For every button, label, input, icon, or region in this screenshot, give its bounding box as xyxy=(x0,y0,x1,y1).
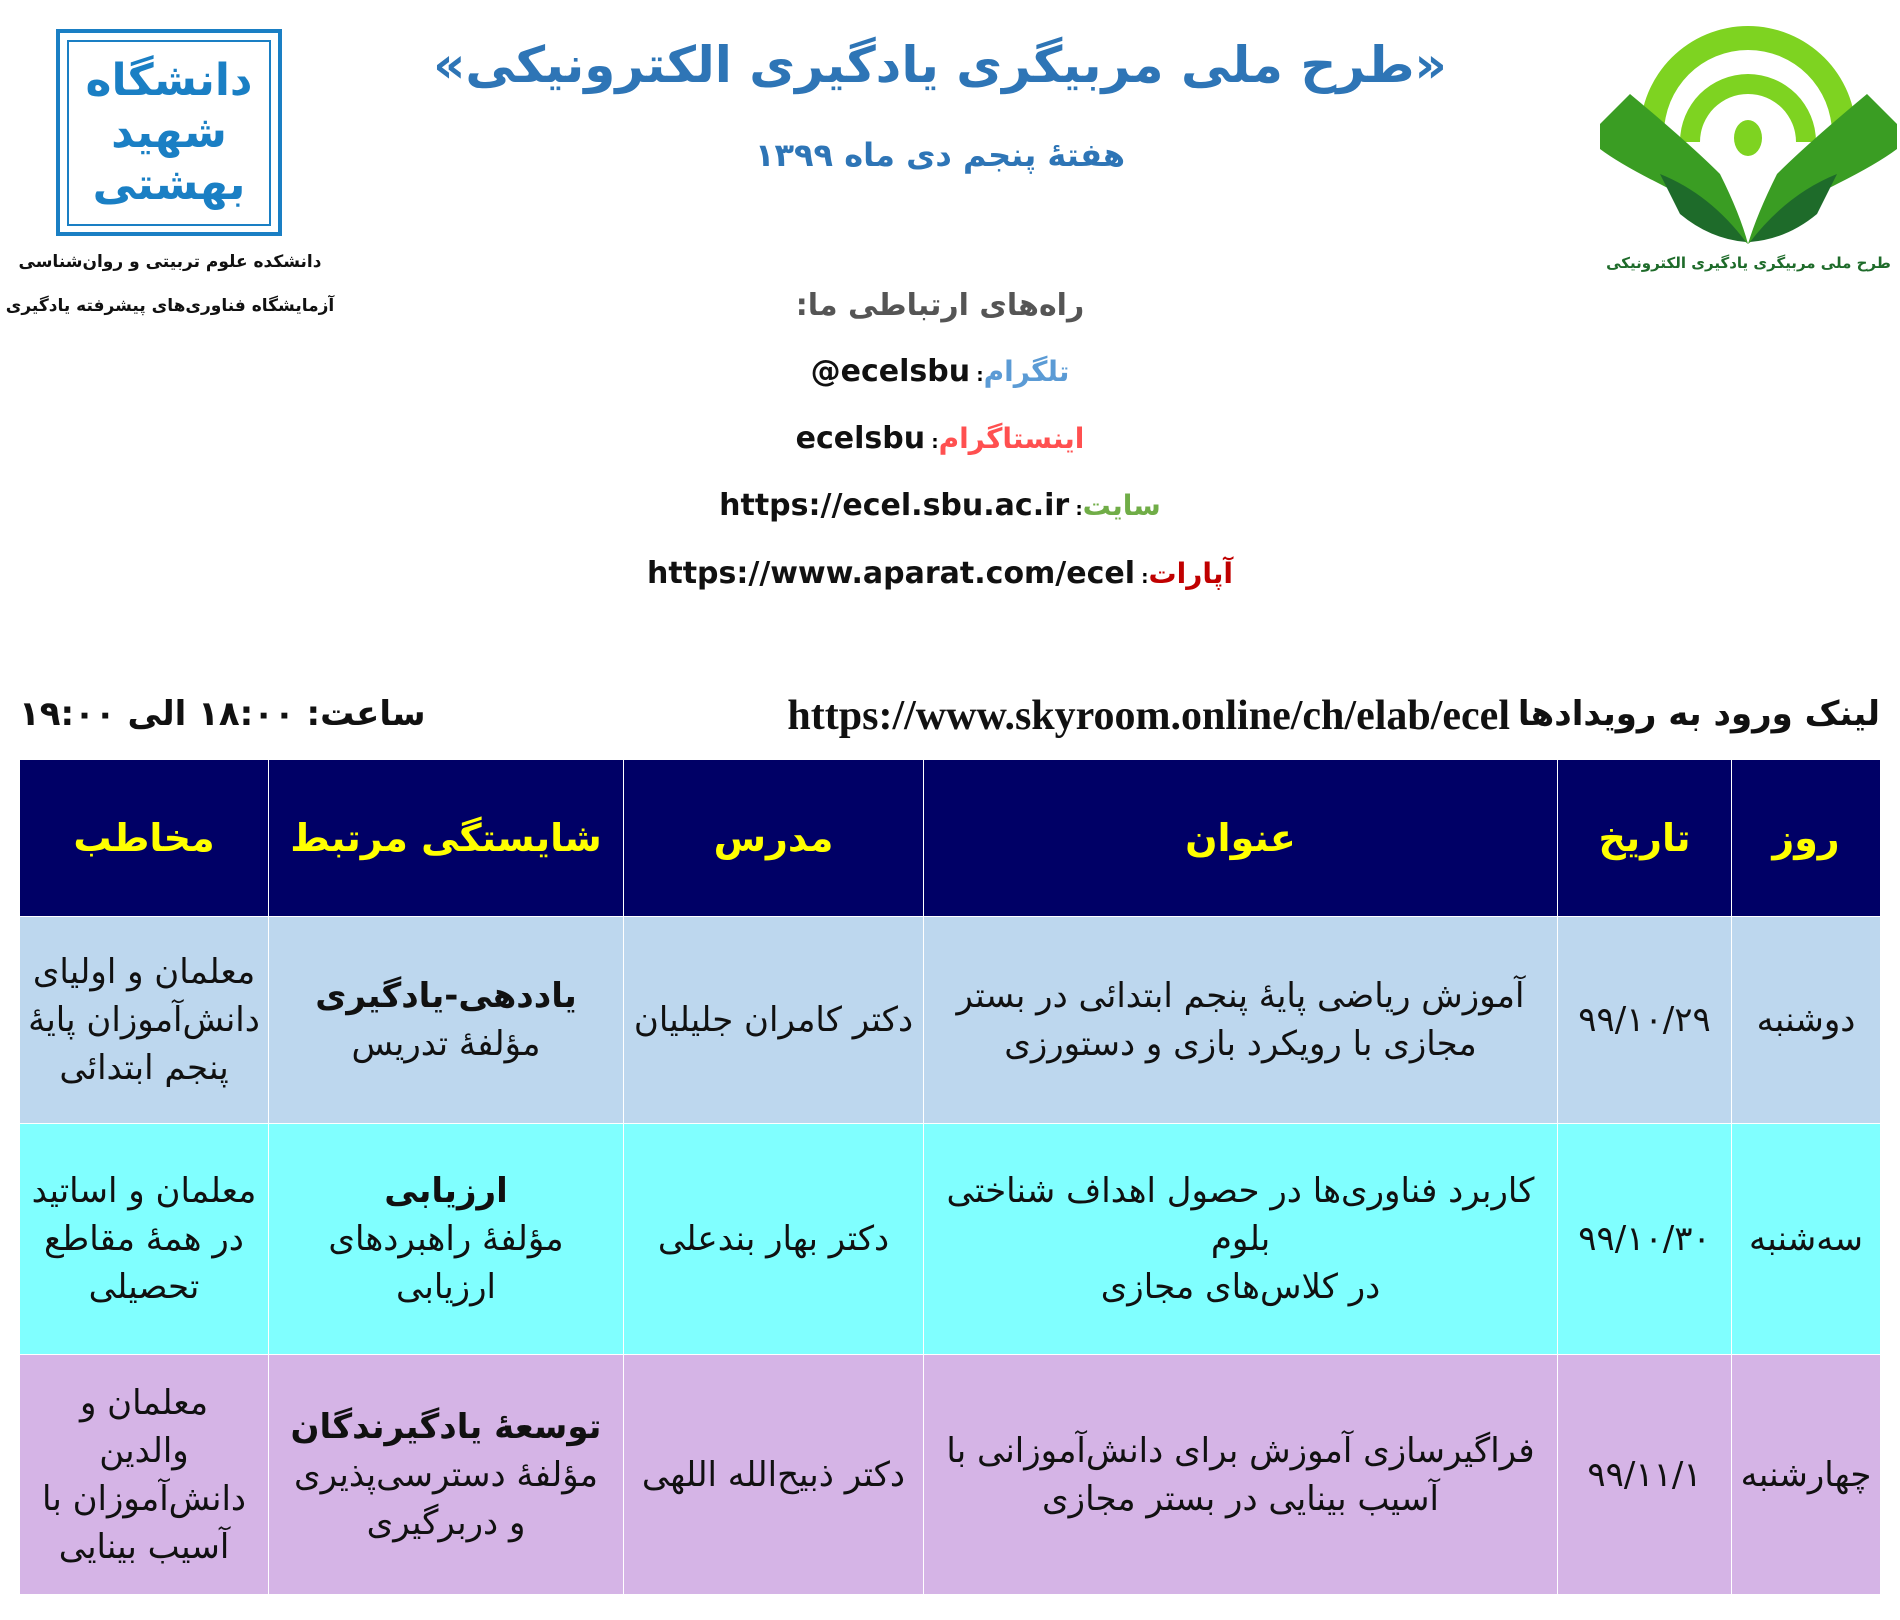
title-line: آموزش ریاضی پایهٔ پنجم ابتدائی در بستر xyxy=(956,976,1525,1016)
contacts-heading: راه‌های ارتباطی ما: xyxy=(795,288,1085,323)
telegram-value[interactable]: @ecelsbu xyxy=(810,354,971,389)
audience-line: آسیب بینایی xyxy=(58,1526,230,1567)
audience-line: دانش‌آموزان با xyxy=(41,1478,247,1519)
lab-caption: آزمایشگاه فناوری‌های پیشرفته یادگیری xyxy=(5,296,335,316)
component-line: مؤلفهٔ تدریس xyxy=(351,1024,541,1064)
audience-cell: معلمان و اساتید در همهٔ مقاطع تحصیلی xyxy=(19,1123,269,1355)
website-label: سایت xyxy=(1082,489,1161,522)
audience-line: معلمان و xyxy=(79,1382,209,1423)
event-link-label: لینک ورود به رویدادها xyxy=(1517,694,1880,734)
day-cell: سه‌شنبه xyxy=(1731,1123,1881,1355)
audience-cell: معلمان و والدین دانش‌آموزان با آسیب بینایی xyxy=(19,1354,269,1595)
competency-cell: یاددهی-یادگیری مؤلفهٔ تدریس xyxy=(268,916,624,1124)
aparat-label: آپارات xyxy=(1148,557,1233,590)
component-line: و دربرگیری xyxy=(366,1502,526,1543)
table-header-row: روز تاریخ عنوان مدرس شایستگی مرتبط مخاطب xyxy=(19,759,1881,917)
audience-line: والدین xyxy=(99,1430,189,1471)
header-date: تاریخ xyxy=(1557,759,1732,917)
date-cell: ۹۹/۱۰/۲۹ xyxy=(1557,916,1732,1124)
telegram-label: تلگرام xyxy=(983,355,1070,388)
aparat-value[interactable]: https://www.aparat.com/ecel xyxy=(647,556,1136,591)
audience-line: معلمان و اولیای xyxy=(32,952,256,992)
event-time: ساعت: ۱۸:۰۰ الی ۱۹:۰۰ xyxy=(19,694,426,734)
date-cell: ۹۹/۱۰/۳۰ xyxy=(1557,1123,1732,1355)
title-line: مجازی با رویکرد بازی و دستورزی xyxy=(1004,1024,1477,1064)
competency-name: توسعهٔ یادگیرندگان xyxy=(290,1406,602,1447)
component-line: مؤلفهٔ دسترسی‌پذیری xyxy=(294,1454,598,1495)
header-day: روز xyxy=(1731,759,1881,917)
title-cell: کاربرد فناوری‌ها در حصول اهداف شناختی بل… xyxy=(923,1123,1558,1355)
competency-name: یاددهی-یادگیری xyxy=(315,976,577,1016)
page-title: «طرح ملی مربیگری یادگیری الکترونیکی» xyxy=(433,36,1447,94)
teacher-cell: دکتر کامران جلیلیان xyxy=(623,916,924,1124)
teacher-cell: دکتر ذبیح‌الله اللهی xyxy=(623,1354,924,1595)
day-cell: چهارشنبه xyxy=(1731,1354,1881,1595)
contact-aparat[interactable]: آپارات: https://www.aparat.com/ecel xyxy=(647,556,1233,591)
event-link-url[interactable]: https://www.skyroom.online/ch/elab/ecel xyxy=(787,693,1510,739)
schedule-table: روز تاریخ عنوان مدرس شایستگی مرتبط مخاطب… xyxy=(19,759,1881,1595)
competency-cell: توسعهٔ یادگیرندگان مؤلفهٔ دسترسی‌پذیری و د… xyxy=(268,1354,624,1595)
title-cell: فراگیرسازی آموزش برای دانش‌آموزانی با آسی… xyxy=(923,1354,1558,1595)
website-value[interactable]: https://ecel.sbu.ac.ir xyxy=(719,488,1070,523)
component-line: مؤلفهٔ راهبردهای ارزیابی xyxy=(328,1219,564,1307)
program-logo xyxy=(1600,26,1897,244)
title-line: آسیب بینایی در بستر مجازی xyxy=(1042,1478,1439,1519)
audience-cell: معلمان و اولیای دانش‌آموزان پایهٔ پنجم ابت… xyxy=(19,916,269,1124)
title-line: فراگیرسازی آموزش برای دانش‌آموزانی با xyxy=(946,1430,1535,1471)
title-line: در کلاس‌های مجازی xyxy=(1100,1267,1381,1307)
header-competency: شایستگی مرتبط xyxy=(268,759,624,917)
competency-cell: ارزیابی مؤلفهٔ راهبردهای ارزیابی xyxy=(268,1123,624,1355)
contact-telegram[interactable]: تلگرام: @ecelsbu xyxy=(810,354,1070,389)
teacher-cell: دکتر بهار بندعلی xyxy=(623,1123,924,1355)
audience-line: دانش‌آموزان پایهٔ xyxy=(28,1000,260,1040)
header-title: عنوان xyxy=(923,759,1558,917)
page-subtitle: هفتهٔ پنجم دی ماه ۱۳۹۹ xyxy=(754,136,1126,174)
day-cell: دوشنبه xyxy=(1731,916,1881,1124)
instagram-label: اینستاگرام xyxy=(938,422,1085,455)
event-link-row: لینک ورود به رویدادها https://www.skyroo… xyxy=(19,693,1880,744)
audience-line: تحصیلی xyxy=(88,1267,200,1307)
program-logo-caption: طرح ملی مربیگری یادگیری الکترونیکی xyxy=(1606,254,1891,272)
competency-name: ارزیابی xyxy=(384,1171,508,1211)
title-line: کاربرد فناوری‌ها در حصول اهداف شناختی بل… xyxy=(946,1171,1535,1259)
audience-line: در همهٔ مقاطع xyxy=(44,1219,244,1259)
header-teacher: مدرس xyxy=(623,759,924,917)
header-audience: مخاطب xyxy=(19,759,269,917)
table-row: چهارشنبه ۹۹/۱۱/۱ فراگیرسازی آموزش برای د… xyxy=(19,1354,1881,1595)
faculty-caption: دانشکده علوم تربیتی و روان‌شناسی xyxy=(18,252,322,272)
contact-instagram[interactable]: اینستاگرام: ecelsbu xyxy=(795,421,1085,456)
date-cell: ۹۹/۱۱/۱ xyxy=(1557,1354,1732,1595)
university-logo: دانشگاه شهید بهشتی xyxy=(56,29,282,236)
table-row: سه‌شنبه ۹۹/۱۰/۳۰ کاربرد فناوری‌ها در حصو… xyxy=(19,1123,1881,1355)
audience-line: معلمان و اساتید xyxy=(31,1171,257,1211)
title-cell: آموزش ریاضی پایهٔ پنجم ابتدائی در بستر مج… xyxy=(923,916,1558,1124)
audience-line: پنجم ابتدائی xyxy=(59,1048,229,1088)
contact-website[interactable]: سایت: https://ecel.sbu.ac.ir xyxy=(719,488,1161,523)
table-row: دوشنبه ۹۹/۱۰/۲۹ آموزش ریاضی پایهٔ پنجم ا… xyxy=(19,916,1881,1124)
instagram-value[interactable]: ecelsbu xyxy=(795,421,926,456)
